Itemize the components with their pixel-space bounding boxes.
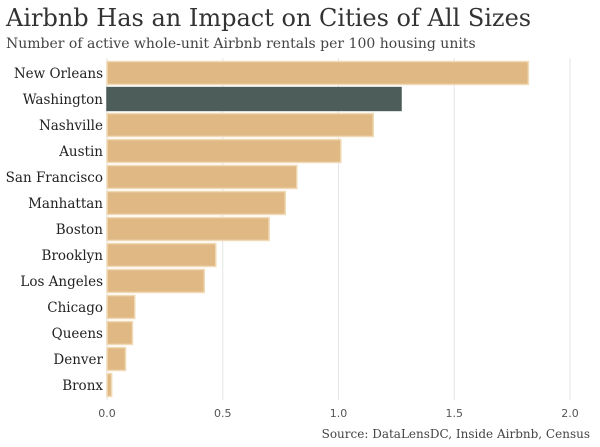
category-label: Los Angeles bbox=[20, 274, 103, 290]
x-tick-label: 0.5 bbox=[214, 407, 232, 420]
category-label: Boston bbox=[56, 222, 104, 238]
bar-chicago bbox=[106, 294, 136, 320]
bar-austin bbox=[106, 138, 342, 164]
chart-title: Airbnb Has an Impact on Cities of All Si… bbox=[6, 4, 532, 32]
x-axis-ticks: 0.0 0.5 1.0 1.5 2.0 bbox=[98, 407, 579, 420]
bar-queens bbox=[106, 320, 134, 346]
bar-denver bbox=[106, 346, 127, 372]
bar-san-francisco bbox=[106, 164, 298, 190]
x-tick-label: 0.0 bbox=[98, 407, 116, 420]
bar-boston bbox=[106, 216, 270, 242]
bar-manhattan bbox=[106, 190, 287, 216]
x-tick-label: 1.0 bbox=[330, 407, 348, 420]
category-label: Queens bbox=[52, 326, 103, 342]
category-label: San Francisco bbox=[6, 170, 103, 186]
bar-nashville bbox=[106, 112, 374, 138]
bar-bronx bbox=[106, 372, 113, 398]
category-label: Nashville bbox=[39, 118, 103, 134]
source-note: Source: DataLensDC, Inside Airbnb, Censu… bbox=[321, 427, 590, 441]
bar-washington bbox=[106, 86, 402, 112]
category-label: Denver bbox=[53, 352, 103, 368]
chart-subtitle: Number of active whole-unit Airbnb renta… bbox=[6, 36, 476, 52]
bar-new-orleans bbox=[106, 60, 530, 86]
category-label: New Orleans bbox=[14, 66, 103, 82]
category-label: Manhattan bbox=[28, 196, 103, 212]
category-label: Washington bbox=[23, 92, 104, 108]
x-tick-label: 1.5 bbox=[446, 407, 464, 420]
bars bbox=[106, 60, 530, 398]
x-tick-label: 2.0 bbox=[561, 407, 579, 420]
category-label: Chicago bbox=[47, 300, 103, 316]
category-label: Bronx bbox=[62, 378, 103, 394]
category-label: Austin bbox=[58, 144, 103, 160]
bar-brooklyn bbox=[106, 242, 217, 268]
category-labels: New Orleans Washington Nashville Austin San … bbox=[6, 66, 104, 394]
bar-los-angeles bbox=[106, 268, 205, 294]
category-label: Brooklyn bbox=[42, 248, 104, 264]
